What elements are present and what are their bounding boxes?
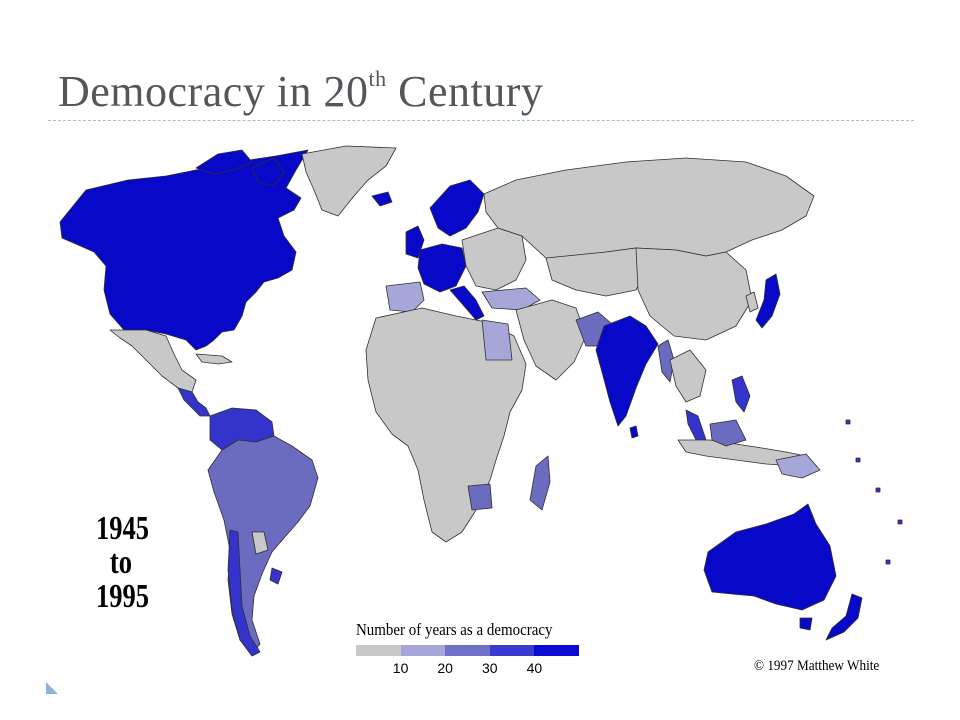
map-region-british-isles — [405, 225, 425, 259]
legend-tick-label: 30 — [482, 660, 498, 676]
map-region-japan — [755, 273, 781, 329]
map-region-sri-lanka — [629, 425, 639, 439]
map-region-borneo — [709, 419, 747, 447]
map-region-korea — [745, 291, 759, 313]
copyright-text: © 1997 Matthew White — [754, 658, 880, 674]
map-region-malaysia — [685, 409, 707, 441]
map-region-caribbean — [195, 353, 233, 365]
map-region-china — [635, 247, 753, 341]
map-region-central-asia — [545, 247, 647, 297]
legend-tick-label: 40 — [526, 660, 543, 676]
slide-title: Democracy in 20th Century — [58, 66, 543, 117]
legend-swatch — [356, 645, 401, 656]
title-superscript: th — [368, 66, 387, 92]
map-region-greenland — [301, 145, 397, 217]
map-region-new-zealand — [825, 593, 863, 641]
map-region-italy — [449, 285, 485, 321]
legend-swatch — [445, 645, 490, 656]
map-region-new-guinea — [775, 453, 821, 479]
legend-swatch — [400, 645, 446, 656]
map-region-india — [595, 315, 659, 427]
map-region-southeast-asia — [669, 349, 707, 403]
map-region-western-europe — [417, 243, 467, 293]
map-region-chile — [227, 529, 261, 657]
period-end: 1995 — [96, 578, 150, 615]
map-region-egypt — [481, 319, 513, 361]
map-region-arctic-islands — [195, 149, 253, 175]
map-region-paraguay — [251, 531, 269, 555]
legend-swatch — [534, 645, 579, 656]
map-region-middle-east — [515, 299, 587, 381]
world-map — [59, 145, 903, 657]
map-region-iberia — [385, 281, 425, 313]
legend-color-bar — [356, 645, 579, 656]
period-start: 1945 — [96, 510, 150, 547]
legend-tick-label: 10 — [392, 660, 409, 676]
map-region-philippines — [731, 375, 751, 413]
legend-ticks: 10 20 30 40 — [356, 660, 579, 680]
title-main: Democracy in 20 — [58, 67, 369, 116]
map-region-central-america — [177, 387, 211, 417]
map-region-uruguay — [269, 567, 283, 585]
map-region-russia — [483, 157, 815, 261]
legend-swatch — [489, 645, 535, 656]
title-end: Century — [386, 67, 544, 116]
map-region-madagascar — [529, 455, 551, 511]
map-region-pacific-islands — [845, 419, 903, 565]
map-region-eastern-europe — [461, 227, 527, 291]
map-region-baffin — [251, 157, 285, 187]
title-divider — [48, 120, 914, 121]
map-region-tasmania — [799, 617, 813, 631]
map-region-turkey — [481, 287, 541, 311]
map-region-iceland — [371, 191, 393, 207]
slide-corner-marker — [46, 682, 58, 694]
period-label: 1945 to 1995 — [96, 510, 150, 615]
legend-tick-label: 20 — [437, 660, 453, 676]
period-to: to — [109, 544, 133, 581]
map-region-north-america — [59, 149, 309, 351]
map-region-botswana — [467, 483, 493, 511]
map-region-burma — [657, 339, 675, 383]
map-region-scandinavia — [429, 179, 485, 237]
map-region-australia — [703, 503, 837, 611]
legend-title: Number of years as a democracy — [356, 620, 553, 639]
